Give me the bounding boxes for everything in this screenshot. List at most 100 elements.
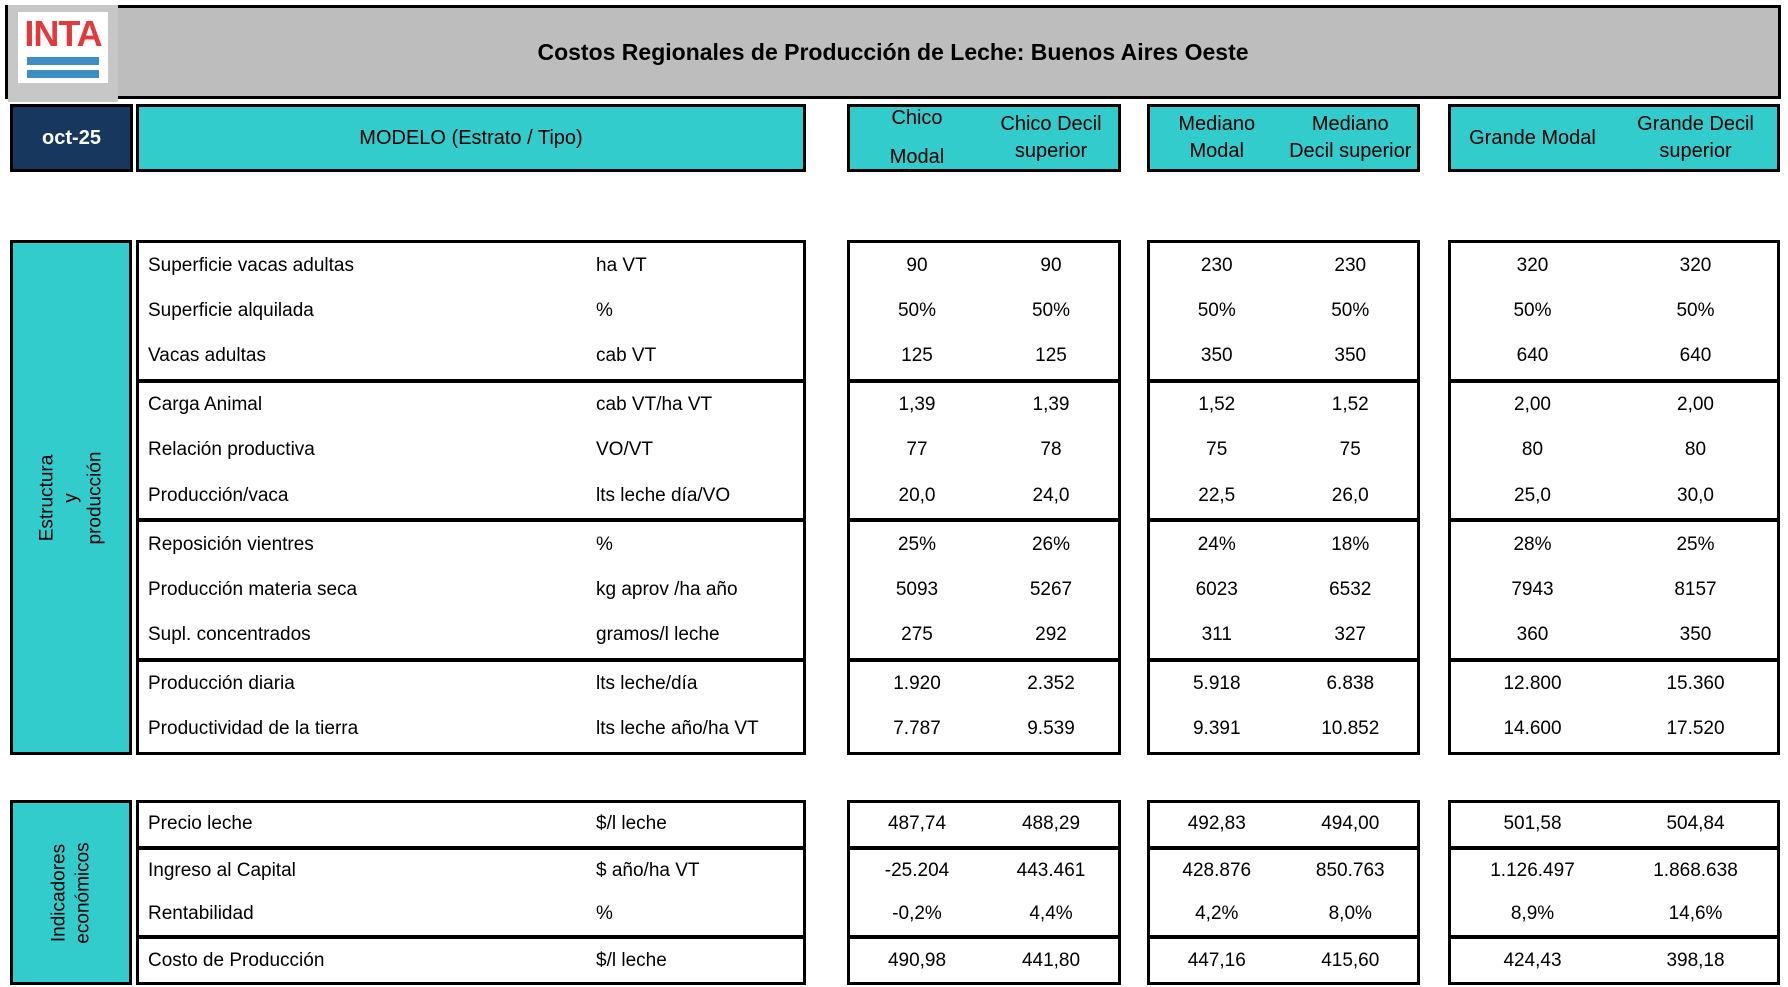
table-row-values: 230 230 — [1150, 243, 1417, 288]
table-row-values: 9.391 10.852 — [1150, 707, 1417, 752]
value-cell: 230 — [1200, 254, 1233, 276]
row-group: Superficie vacas adultas ha VT Superficie … — [139, 243, 803, 379]
table-row-values: 50% 50% — [1451, 288, 1777, 333]
table-row-labels: Carga Animal cab VT/ha VT — [139, 383, 803, 428]
value-cell: 30,0 — [1677, 484, 1714, 506]
table-row-values: 428.876 850.763 — [1150, 850, 1417, 893]
value-cell: -25.204 — [884, 860, 950, 882]
value-cell: 443.461 — [1016, 860, 1086, 882]
table-row-values: 50% 50% — [1150, 288, 1417, 333]
row-group: Precio leche $/l leche — [139, 803, 803, 846]
table-row-values: -0,2% 4,4% — [850, 893, 1118, 936]
row-group: -25.204 443.461 -0,2% 4,4% — [850, 845, 1118, 936]
labels-box: Superficie vacas adultas ha VT Superficie … — [136, 240, 806, 755]
values-box-chico: 487,74 488,29 -25.204 443.461 -0,2% 4,4% 490,9… — [847, 800, 1121, 985]
value-cell: 320 — [1679, 254, 1712, 276]
row-label: Rentabilidad — [148, 902, 254, 924]
value-cell: 2,00 — [1677, 394, 1714, 416]
value-cell: 78 — [1040, 439, 1062, 461]
row-group: 1.126.497 1.868.638 8,9% 14,6% — [1451, 845, 1777, 936]
table-row-labels: Productividad de la tierra lts leche año/… — [139, 707, 803, 752]
value-cell: 5093 — [895, 578, 939, 600]
value-cell: 504,84 — [1666, 813, 1725, 835]
value-cell: 424,43 — [1503, 949, 1562, 971]
row-unit: $/l leche — [596, 949, 667, 971]
value-cell: 24% — [1197, 533, 1236, 555]
value-cell: 492,83 — [1187, 813, 1246, 835]
value-cell: 350 — [1334, 344, 1367, 366]
page-title: Costos Regionales de Producción de Leche… — [537, 38, 1249, 65]
value-cell: 398,18 — [1666, 949, 1725, 971]
table-row-values: 1,52 1,52 — [1150, 383, 1417, 428]
row-unit: % — [596, 902, 613, 924]
table-row-values: 28% 25% — [1451, 522, 1777, 567]
table-row-values: 20,0 24,0 — [850, 473, 1118, 518]
row-unit: ha VT — [596, 254, 647, 276]
row-group: 447,16 415,60 — [1150, 935, 1417, 982]
value-cell: 18% — [1331, 533, 1370, 555]
row-group: 12.800 15.360 14.600 17.520 — [1451, 657, 1777, 752]
table-row-values: 5.918 6.838 — [1150, 662, 1417, 707]
table-row-values: 501,58 504,84 — [1451, 803, 1777, 846]
value-cell: 15.360 — [1666, 673, 1725, 695]
inta-logo-panel: INTA — [18, 12, 108, 83]
value-cell: 6023 — [1195, 578, 1238, 600]
row-unit: VO/VT — [596, 439, 654, 461]
logo-stripe-icon — [27, 57, 99, 66]
row-unit: lts leche día/VO — [596, 484, 731, 506]
table-row-labels: Relación productiva VO/VT — [139, 428, 803, 473]
table-row-labels: Superficie alquilada% — [139, 288, 803, 333]
row-label: Superficie vacas adultas — [148, 254, 354, 276]
row-label: Producción/vaca — [148, 484, 289, 506]
value-cell: 50% — [1031, 299, 1071, 321]
table-row-values: 14.600 17.520 — [1451, 707, 1777, 752]
value-cell: 494,00 — [1321, 813, 1380, 835]
table-row-labels: Reposición vientres% — [139, 522, 803, 567]
value-cell: 125 — [1035, 344, 1067, 366]
value-cell: 26,0 — [1331, 484, 1369, 506]
value-cell: 8,0% — [1328, 902, 1372, 924]
value-cell: 6532 — [1329, 578, 1372, 600]
value-cell: 90 — [906, 254, 928, 276]
table-row-values: 50% 50% — [850, 288, 1118, 333]
row-group: Carga Animal cab VT/ha VT Relación product… — [139, 378, 803, 519]
column-header-chico-decil: Chico Decil superior — [1000, 113, 1102, 162]
row-label: Relación productiva — [148, 439, 315, 461]
value-cell: 125 — [901, 344, 933, 366]
value-cell: 7943 — [1511, 578, 1554, 600]
row-unit: $ año/ha VT — [596, 860, 700, 882]
value-cell: 230 — [1334, 254, 1367, 276]
table-row-values: 12.800 15.360 — [1451, 662, 1777, 707]
value-cell: 77 — [906, 439, 928, 461]
column-header-mediano-modal: Mediano Modal — [1178, 113, 1256, 162]
row-unit: lts leche año/ha VT — [596, 718, 759, 740]
row-group: 424,43 398,18 — [1451, 935, 1777, 982]
table-row-values: 487,74 488,29 — [850, 803, 1118, 846]
column-header-grande-modal: Grande Modal — [1469, 126, 1596, 149]
table-row-labels: Supl. concentrados gramos/l leche — [139, 612, 803, 657]
row-group: 90 90 50% 50% 125 125 — [850, 243, 1118, 379]
row-group: 2,00 2,00 80 80 25,0 30,0 — [1451, 378, 1777, 519]
row-group: 492,83 494,00 — [1150, 803, 1417, 846]
section-side-label: Estructura y producción — [36, 451, 105, 544]
row-label: Precio leche — [148, 813, 253, 835]
table-row-values: 5093 5267 — [850, 567, 1118, 612]
row-label: Carga Animal — [148, 394, 263, 416]
value-cell: 311 — [1201, 624, 1232, 646]
row-group: 230 230 50% 50% 350 350 — [1150, 243, 1417, 379]
table-row-values: 75 75 — [1150, 428, 1417, 473]
row-group: 320 320 50% 50% 640 640 — [1451, 243, 1777, 379]
labels-box: Precio leche $/l leche Ingreso al Capital $… — [136, 800, 806, 985]
table-row-values: 25,0 30,0 — [1451, 473, 1777, 518]
row-group: 1,39 1,39 77 78 20,0 24,0 — [850, 378, 1118, 519]
table-row-values: 8,9% 14,6% — [1451, 893, 1777, 936]
header-group-mediano: Mediano Modal Mediano Decil superior — [1147, 104, 1420, 172]
value-cell: 490,98 — [887, 949, 947, 971]
row-group: 1,52 1,52 75 75 22,5 26,0 — [1150, 378, 1417, 519]
value-cell: 1,39 — [1032, 394, 1070, 416]
table-row-values: 6023 6532 — [1150, 567, 1417, 612]
table-row-values: 490,98 441,80 — [850, 939, 1118, 982]
inta-logo: INTA — [8, 5, 118, 102]
table-row-values: 125 125 — [850, 333, 1118, 378]
value-cell: 14.600 — [1503, 718, 1562, 740]
